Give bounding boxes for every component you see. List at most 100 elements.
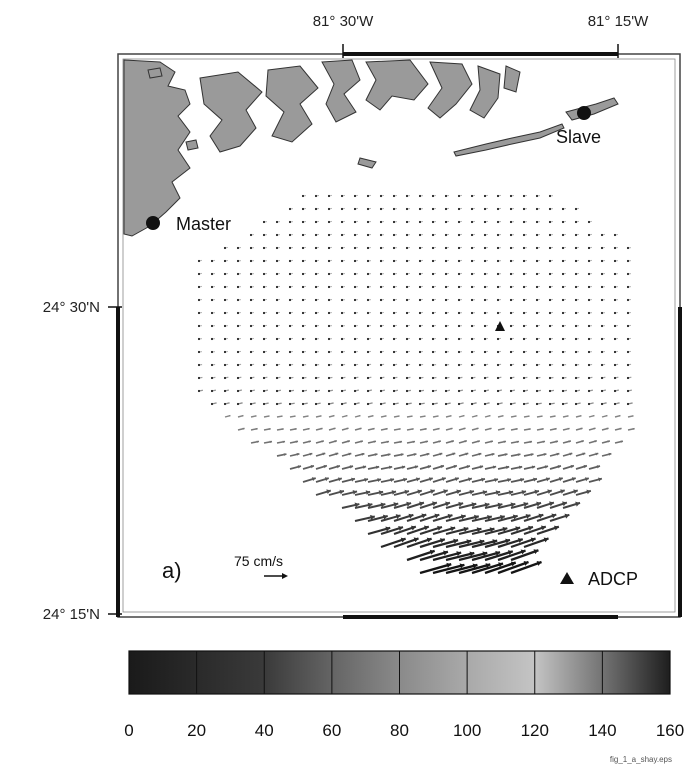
- current-vector-dot: [250, 299, 252, 301]
- current-vector-dot: [198, 364, 200, 366]
- current-vector-dot: [328, 234, 330, 236]
- current-vector-dot: [328, 312, 330, 314]
- current-vector-dot: [458, 338, 460, 340]
- current-vector-dot: [614, 312, 616, 314]
- current-vector-dot: [562, 286, 564, 288]
- current-vector-dot: [432, 260, 434, 262]
- current-vector-dot: [263, 221, 265, 223]
- current-vector-dot: [289, 299, 291, 301]
- colorbar-tick-label: 80: [390, 721, 409, 740]
- current-vector-dot: [432, 377, 434, 379]
- current-vector-dot: [575, 377, 577, 379]
- current-vector-dot: [406, 273, 408, 275]
- colorbar-tick-label: 160: [656, 721, 684, 740]
- current-vector-dot: [250, 260, 252, 262]
- current-vector-dot: [250, 312, 252, 314]
- current-vector-dot: [523, 260, 525, 262]
- current-vector-dot: [419, 286, 421, 288]
- current-vector-dot: [289, 208, 291, 210]
- current-vector-dot: [289, 351, 291, 353]
- current-vector-dot: [341, 403, 343, 405]
- current-vector-dot: [536, 299, 538, 301]
- current-vector-dot: [471, 390, 473, 392]
- current-vector-dot: [250, 403, 252, 405]
- current-vector-dot: [536, 221, 538, 223]
- current-vector-dot: [315, 364, 317, 366]
- current-vector-dot: [523, 351, 525, 353]
- current-vector-dot: [341, 390, 343, 392]
- current-vector-dot: [536, 325, 538, 327]
- current-vector-dot: [354, 221, 356, 223]
- current-vector-dot: [536, 312, 538, 314]
- current-vector-dot: [614, 299, 616, 301]
- current-vector-dot: [471, 221, 473, 223]
- current-vector-dot: [471, 234, 473, 236]
- current-vector-dot: [562, 325, 564, 327]
- current-vector-dot: [367, 234, 369, 236]
- current-vector-dot: [471, 325, 473, 327]
- current-vector-dot: [263, 390, 265, 392]
- current-vector-dot: [341, 273, 343, 275]
- current-vector-dot: [445, 364, 447, 366]
- current-vector-dot: [575, 390, 577, 392]
- current-vector-dot: [198, 260, 200, 262]
- current-vector-dot: [367, 195, 369, 197]
- current-vector-dot: [289, 273, 291, 275]
- current-vector-dot: [536, 234, 538, 236]
- colorbar-tick-label: 40: [255, 721, 274, 740]
- current-vector-dot: [406, 260, 408, 262]
- panel-label: a): [162, 558, 182, 583]
- current-vector-dot: [380, 364, 382, 366]
- current-vector-dot: [575, 221, 577, 223]
- current-vector-dot: [250, 247, 252, 249]
- adcp-legend-label: ADCP: [588, 569, 638, 589]
- current-vector-dot: [367, 221, 369, 223]
- current-vector-dot: [484, 247, 486, 249]
- current-vector-dot: [198, 390, 200, 392]
- current-vector-dot: [380, 312, 382, 314]
- current-vector-dot: [211, 377, 213, 379]
- current-vector-dot: [432, 325, 434, 327]
- current-vector-dot: [471, 273, 473, 275]
- current-vector-dot: [198, 312, 200, 314]
- current-vector-dot: [393, 325, 395, 327]
- current-vector-dot: [406, 312, 408, 314]
- current-vector-dot: [510, 325, 512, 327]
- current-vector-dot: [341, 351, 343, 353]
- current-vector-dot: [549, 208, 551, 210]
- current-vector-dot: [523, 312, 525, 314]
- current-vector-dot: [198, 325, 200, 327]
- lat-label-1: 24° 30'N: [43, 299, 100, 316]
- current-vector-dot: [289, 403, 291, 405]
- current-vector-dot: [237, 351, 239, 353]
- current-vector-dot: [328, 299, 330, 301]
- current-vector-dot: [458, 260, 460, 262]
- current-vector-dot: [627, 403, 629, 405]
- current-vector-dot: [510, 208, 512, 210]
- current-vector-dot: [419, 390, 421, 392]
- current-vector-dot: [614, 351, 616, 353]
- current-vector-dot: [601, 299, 603, 301]
- current-vector-dot: [549, 234, 551, 236]
- current-vector-dot: [289, 312, 291, 314]
- current-vector-dot: [263, 247, 265, 249]
- current-vector-dot: [588, 364, 590, 366]
- current-vector-dot: [393, 377, 395, 379]
- current-vector-dot: [237, 273, 239, 275]
- current-vector-dot: [380, 208, 382, 210]
- current-vector-dot: [224, 338, 226, 340]
- current-vector-dot: [549, 351, 551, 353]
- current-vector-dot: [198, 273, 200, 275]
- current-vector-dot: [484, 325, 486, 327]
- master-station-label: Master: [176, 214, 231, 234]
- current-vector-dot: [406, 208, 408, 210]
- current-vector-dot: [328, 364, 330, 366]
- current-vector-dot: [211, 351, 213, 353]
- current-vector-dot: [406, 299, 408, 301]
- current-vector-dot: [380, 325, 382, 327]
- current-vector-dot: [614, 325, 616, 327]
- current-vector-dot: [302, 299, 304, 301]
- current-vector-dot: [523, 377, 525, 379]
- current-vector-dot: [536, 364, 538, 366]
- current-vector-dot: [549, 247, 551, 249]
